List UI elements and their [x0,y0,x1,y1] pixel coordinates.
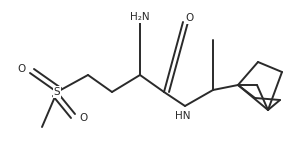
Text: O: O [18,64,26,74]
Text: O: O [79,113,87,123]
Text: O: O [185,13,193,23]
Text: S: S [54,87,60,97]
Text: HN: HN [175,111,191,121]
Text: H₂N: H₂N [130,12,150,22]
